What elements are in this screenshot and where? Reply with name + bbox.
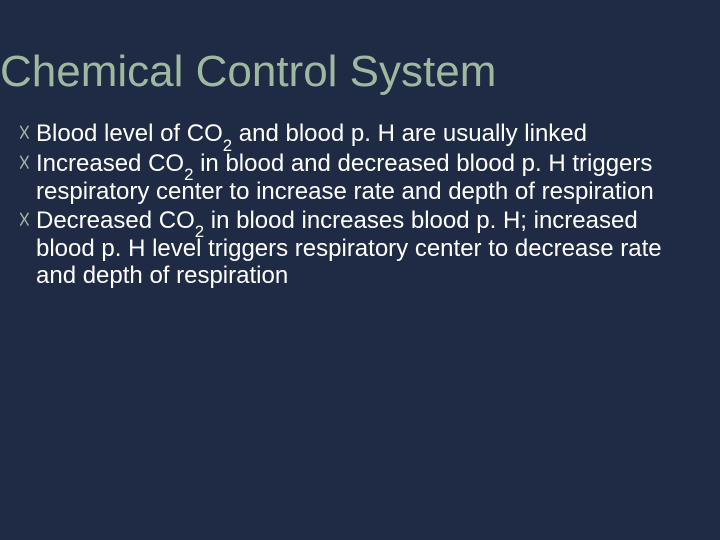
- bullet-icon: ☓: [18, 150, 36, 178]
- slide: Chemical Control System ☓ Blood level of…: [0, 0, 720, 540]
- slide-title: Chemical Control System: [0, 48, 720, 120]
- bullet-text: Blood level of CO2 and blood p. H are us…: [36, 120, 684, 148]
- slide-content: ☓ Blood level of CO2 and blood p. H are …: [0, 120, 720, 290]
- bullet-item: ☓ Increased CO2 in blood and decreased b…: [18, 150, 684, 205]
- bullet-text: Decreased CO2 in blood increases blood p…: [36, 207, 684, 290]
- bullet-item: ☓ Decreased CO2 in blood increases blood…: [18, 207, 684, 290]
- bullet-icon: ☓: [18, 207, 36, 235]
- bullet-item: ☓ Blood level of CO2 and blood p. H are …: [18, 120, 684, 148]
- bullet-icon: ☓: [18, 120, 36, 148]
- bullet-text: Increased CO2 in blood and decreased blo…: [36, 150, 684, 205]
